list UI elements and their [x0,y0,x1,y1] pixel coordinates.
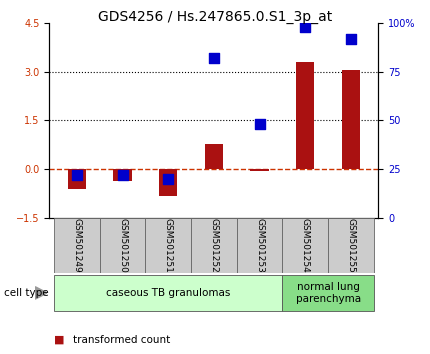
Point [165,176,172,182]
Text: GDS4256 / Hs.247865.0.S1_3p_at: GDS4256 / Hs.247865.0.S1_3p_at [98,10,332,24]
FancyBboxPatch shape [328,218,374,273]
Text: transformed count: transformed count [73,335,170,345]
FancyBboxPatch shape [54,275,283,311]
Text: cell type: cell type [4,288,49,298]
Point [302,24,309,30]
FancyBboxPatch shape [145,218,191,273]
FancyBboxPatch shape [54,218,100,273]
Text: GSM501253: GSM501253 [255,218,264,273]
Bar [114,169,132,181]
Text: ■: ■ [54,335,64,345]
Bar [159,169,177,196]
Point [211,55,217,61]
Polygon shape [35,287,47,299]
FancyBboxPatch shape [191,218,237,273]
Point [347,36,354,41]
Bar [342,70,360,169]
FancyBboxPatch shape [100,218,145,273]
Text: caseous TB granulomas: caseous TB granulomas [106,288,230,298]
Text: GSM501251: GSM501251 [164,218,173,273]
FancyBboxPatch shape [283,218,328,273]
Point [74,172,80,178]
Text: GSM501252: GSM501252 [209,218,218,273]
Bar [205,144,223,169]
FancyBboxPatch shape [237,218,283,273]
Text: GSM501250: GSM501250 [118,218,127,273]
Point [119,172,126,178]
FancyBboxPatch shape [283,275,374,311]
Text: GSM501249: GSM501249 [72,218,81,273]
Bar [250,169,269,171]
Text: normal lung
parenchyma: normal lung parenchyma [295,282,361,304]
Bar [68,169,86,188]
Bar [296,62,314,169]
Text: GSM501255: GSM501255 [347,218,356,273]
Point [256,121,263,127]
Text: GSM501254: GSM501254 [301,218,310,273]
